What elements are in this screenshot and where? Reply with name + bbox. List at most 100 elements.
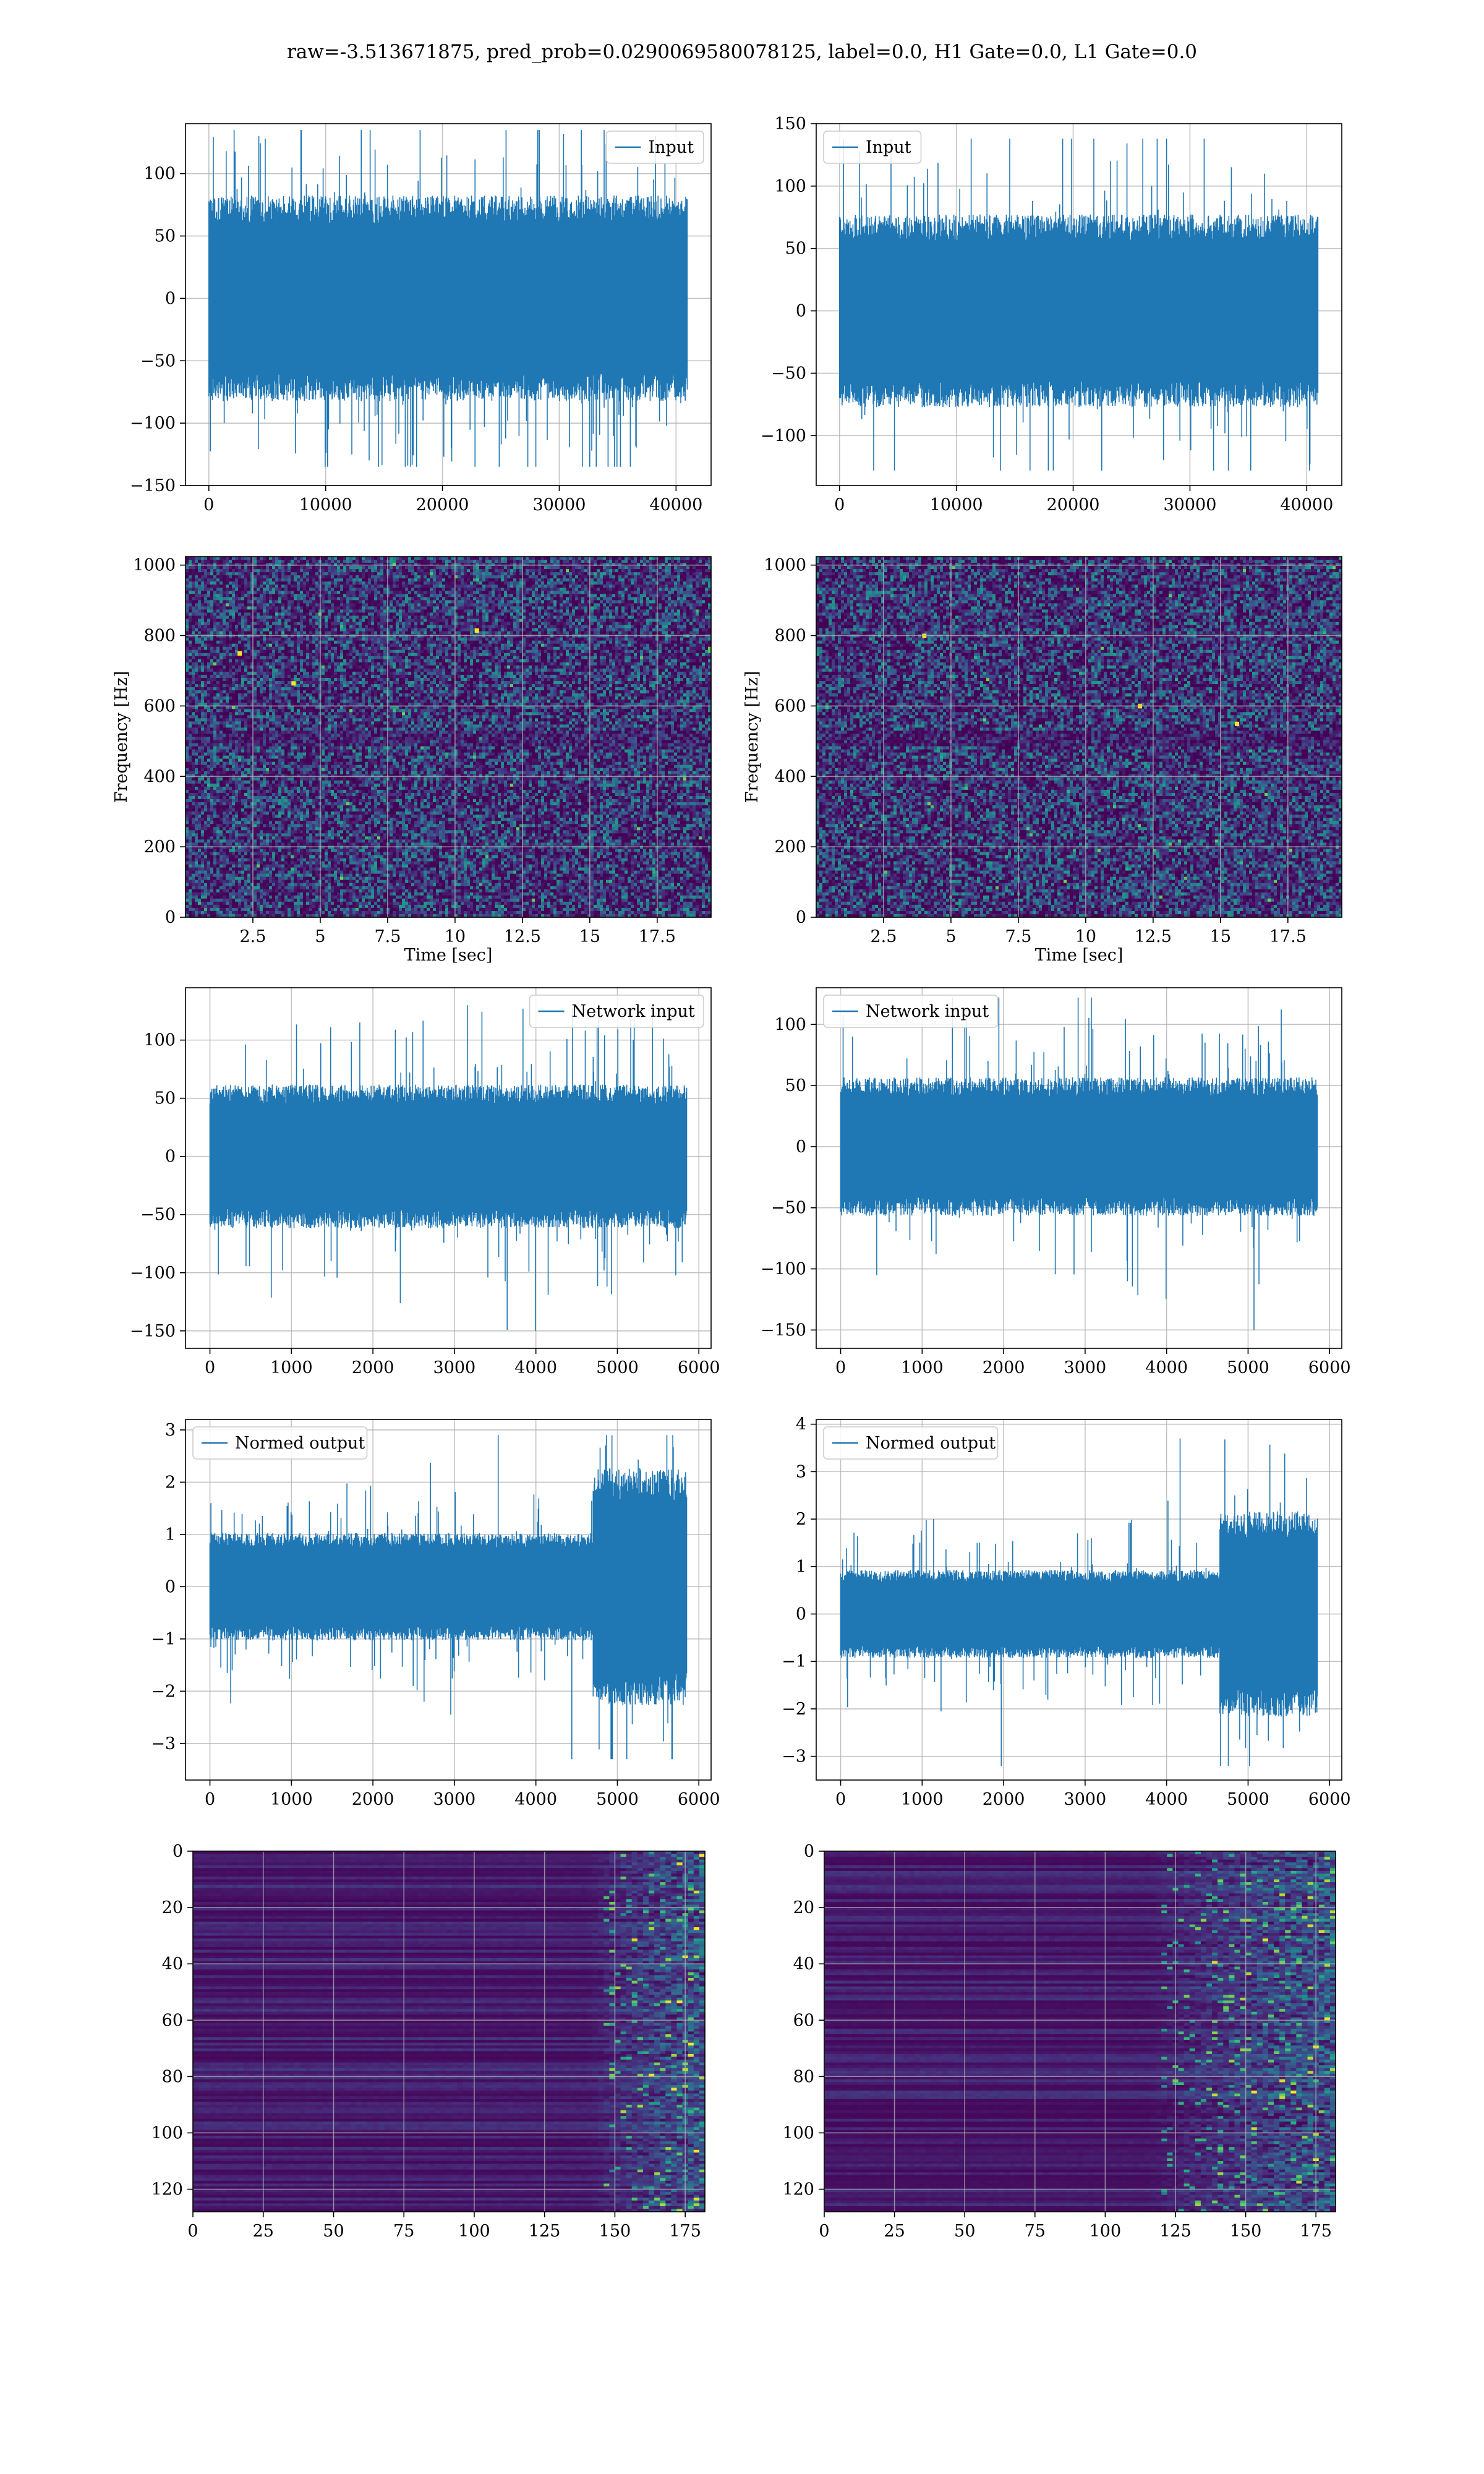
x-tick-label: 5000 <box>1227 1790 1269 1809</box>
x-tick-label: 75 <box>393 2222 414 2241</box>
y-tick-label: 0 <box>173 1842 183 1861</box>
x-tick-label: 4000 <box>1145 1358 1188 1377</box>
y-tick-label: 800 <box>143 627 176 646</box>
y-tick-label: 50 <box>155 227 176 246</box>
x-tick-label: 17.5 <box>1269 927 1307 946</box>
legend: Input <box>824 131 921 163</box>
x-tick-label: 50 <box>954 2222 975 2241</box>
legend-label: Normed output <box>235 1434 365 1453</box>
y-tick-label: 40 <box>162 1954 183 1974</box>
series-line <box>209 130 688 467</box>
x-tick-label: 7.5 <box>374 927 401 946</box>
x-tick-label: 15 <box>579 927 600 946</box>
x-tick-label: 17.5 <box>639 927 676 946</box>
y-tick-label: 0 <box>796 1137 806 1157</box>
x-tick-label: 4000 <box>514 1790 557 1809</box>
x-tick-label: 5000 <box>596 1790 639 1809</box>
x-tick-label: 100 <box>1090 2222 1122 2241</box>
legend: Normed output <box>193 1427 367 1459</box>
y-tick-label: −100 <box>130 1264 176 1283</box>
y-tick-label: 400 <box>143 767 176 786</box>
series-line <box>841 1439 1318 1766</box>
y-tick-label: 50 <box>155 1089 176 1108</box>
x-tick-label: 1000 <box>270 1790 313 1809</box>
y-tick-label: −150 <box>761 1320 806 1340</box>
hot-spot <box>1235 722 1239 726</box>
legend-label: Normed output <box>866 1434 996 1453</box>
heatmap-cells <box>816 557 1342 918</box>
x-tick-label: 1000 <box>901 1790 944 1809</box>
x-tick-label: 40000 <box>649 495 702 515</box>
legend: Network input <box>824 995 998 1027</box>
x-tick-label: 175 <box>669 2222 701 2241</box>
chart-spectrogram-l1: 2.5 5 7.5 10 12.5 15 17.502004006008001000Time… <box>743 556 1342 965</box>
y-tick-label: 100 <box>774 177 806 196</box>
x-tick-label: 2000 <box>352 1790 394 1809</box>
legend-label: Network input <box>866 1002 989 1021</box>
x-tick-label: 4000 <box>1145 1790 1188 1809</box>
y-tick-label: 0 <box>165 1147 176 1166</box>
x-tick-label: 6000 <box>1308 1790 1351 1809</box>
legend-label: Input <box>866 138 911 157</box>
x-tick-label: 30000 <box>1163 495 1216 515</box>
x-tick-label: 75 <box>1025 2222 1046 2241</box>
y-tick-label: 800 <box>774 627 806 646</box>
y-tick-label: 20 <box>162 1898 183 1917</box>
y-tick-label: 50 <box>785 239 806 259</box>
hot-spot <box>237 651 242 656</box>
y-tick-label: 100 <box>151 2123 183 2142</box>
series-line <box>210 1435 687 1759</box>
x-tick-label: 0 <box>834 495 845 515</box>
x-tick-label: 20000 <box>416 495 469 515</box>
x-tick-label: 10 <box>445 927 466 946</box>
y-tick-label: −50 <box>771 1199 806 1218</box>
y-tick-label: 0 <box>165 908 176 927</box>
y-tick-label: 60 <box>793 2011 814 2030</box>
legend-label: Input <box>649 138 694 157</box>
y-tick-label: 0 <box>165 289 176 308</box>
series-line <box>840 139 1318 471</box>
y-tick-label: 0 <box>796 302 806 321</box>
y-tick-label: −150 <box>130 1322 176 1341</box>
y-tick-label: −3 <box>151 1734 176 1753</box>
chart-input-l1: 0 10000 20000 30000 40000−100−50050100150Inp… <box>761 114 1342 515</box>
x-tick-label: 150 <box>1230 2222 1262 2241</box>
x-tick-label: 25 <box>884 2222 905 2241</box>
x-tick-label: 6000 <box>678 1790 720 1809</box>
heatmap-cells <box>186 557 712 918</box>
x-tick-label: 175 <box>1300 2222 1332 2241</box>
y-tick-label: −3 <box>782 1747 806 1766</box>
y-tick-label: −2 <box>151 1682 176 1701</box>
x-tick-label: 2.5 <box>870 927 897 946</box>
y-tick-label: 0 <box>165 1577 176 1596</box>
y-tick-label: 200 <box>143 837 176 857</box>
x-tick-label: 3000 <box>433 1358 476 1377</box>
x-tick-label: 5 <box>945 927 956 946</box>
x-tick-label: 10000 <box>299 495 352 515</box>
x-tick-label: 100 <box>458 2222 490 2241</box>
y-tick-label: 2 <box>796 1510 806 1529</box>
y-tick-label: 1000 <box>764 556 806 575</box>
x-tick-label: 2.5 <box>239 927 266 946</box>
x-tick-label: 3000 <box>433 1790 476 1809</box>
x-tick-label: 5000 <box>596 1358 639 1377</box>
y-tick-label: 0 <box>804 1842 814 1861</box>
y-tick-label: 400 <box>774 767 806 786</box>
x-tick-label: 50 <box>323 2222 344 2241</box>
hot-spot <box>291 681 296 685</box>
x-tick-label: 0 <box>835 1790 846 1809</box>
x-tick-label: 12.5 <box>504 927 541 946</box>
y-tick-label: 0 <box>796 908 806 927</box>
y-tick-label: 100 <box>782 2123 814 2142</box>
x-tick-label: 5 <box>315 927 325 946</box>
x-tick-label: 20000 <box>1047 495 1100 515</box>
y-tick-label: 100 <box>143 165 176 184</box>
y-tick-label: −50 <box>140 351 176 370</box>
y-tick-label: 20 <box>793 1898 814 1917</box>
x-tick-label: 0 <box>819 2222 829 2241</box>
y-tick-label: 100 <box>143 1031 176 1050</box>
y-tick-label: 1000 <box>133 556 176 575</box>
x-tick-label: 30000 <box>532 495 586 515</box>
x-tick-label: 25 <box>253 2222 274 2241</box>
